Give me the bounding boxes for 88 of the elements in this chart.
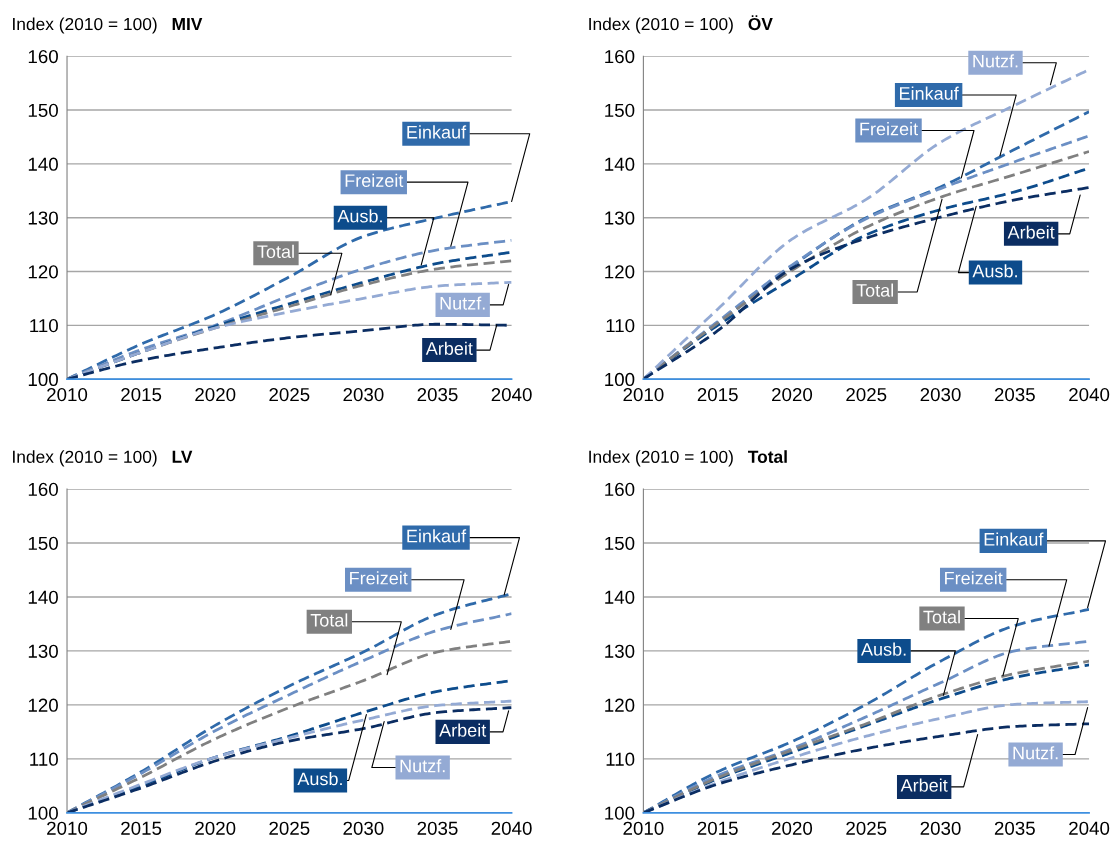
y-tick-label: 140	[28, 157, 58, 171]
y-tick-label: 120	[605, 698, 635, 712]
y-tick-label: 150	[28, 103, 58, 118]
annotation: Ausb.	[297, 772, 342, 786]
x-tick-label: 2040	[1069, 821, 1110, 835]
y-axis-title: Index (2010 = 100)	[589, 17, 733, 34]
x-tick-label: 2025	[269, 387, 310, 402]
y-tick-label: 150	[605, 536, 635, 550]
annotation: Nutzf.	[400, 759, 445, 773]
y-tick-label: 150	[605, 103, 635, 118]
chart-title: ÖV	[748, 15, 773, 31]
annotation: Nutzf.	[973, 54, 1018, 68]
x-tick-label: 2015	[697, 821, 738, 835]
x-tick-label: 2015	[697, 387, 738, 402]
x-tick-label: 2010	[47, 821, 88, 835]
y-tick-label: 160	[28, 482, 58, 497]
y-tick-label: 140	[28, 590, 58, 604]
chart-title: MIV	[172, 18, 203, 31]
x-tick-label: 2020	[195, 821, 236, 835]
y-tick-label: 150	[28, 536, 58, 550]
annotation: Freizeit	[350, 571, 408, 585]
y-tick-label: 100	[28, 806, 58, 820]
x-tick-label: 2020	[195, 387, 236, 402]
annotation: Freizeit	[345, 173, 404, 188]
y-tick-label: 100	[605, 806, 635, 820]
annotation: Nutzf.	[440, 296, 485, 310]
x-tick-label: 2010	[623, 821, 664, 835]
x-tick-label: 2030	[343, 821, 384, 835]
x-tick-label: 2020	[772, 387, 813, 402]
x-tick-label: 2010	[47, 387, 88, 402]
annotation: Ausb.	[972, 264, 1017, 278]
x-tick-label: 2030	[343, 387, 384, 402]
y-tick-label: 120	[28, 698, 58, 712]
chart-title: LV	[172, 450, 193, 463]
x-tick-label: 2035	[417, 821, 458, 835]
x-tick-label: 2015	[121, 387, 162, 402]
annotation: Einkauf	[984, 532, 1044, 546]
annotation: Arbeit	[900, 778, 948, 792]
y-tick-label: 160	[605, 482, 635, 497]
y-tick-label: 110	[606, 319, 635, 333]
y-tick-label: 100	[28, 372, 58, 387]
x-tick-label: 2025	[846, 821, 887, 835]
y-axis-title: Index (2010 = 100)	[13, 450, 157, 467]
y-axis-title: Index (2010 = 100)	[13, 17, 157, 34]
y-tick-label: 140	[605, 157, 635, 171]
annotation: Arbeit	[425, 341, 473, 355]
annotation: Arbeit	[1007, 225, 1055, 239]
x-tick-label: 2020	[772, 821, 813, 835]
y-tick-label: 160	[28, 49, 58, 64]
annotation: Arbeit	[439, 723, 487, 737]
annotation: Nutzf.	[1013, 746, 1058, 760]
annotation: Total	[923, 610, 960, 624]
x-tick-label: 2010	[623, 387, 664, 402]
y-tick-label: 160	[605, 49, 635, 64]
annotation: Total	[856, 283, 894, 297]
y-tick-label: 130	[605, 644, 635, 658]
y-tick-label: 110	[30, 319, 58, 333]
x-tick-label: 2030	[920, 387, 961, 402]
x-tick-label: 2035	[994, 387, 1035, 402]
x-tick-label: 2040	[491, 821, 532, 835]
y-tick-label: 120	[28, 265, 58, 279]
annotation: Ausb.	[861, 642, 906, 656]
y-tick-label: 130	[605, 211, 635, 225]
annotation: Einkauf	[407, 529, 467, 543]
x-tick-label: 2035	[417, 387, 458, 402]
x-tick-label: 2015	[121, 821, 162, 835]
y-tick-label: 110	[606, 752, 635, 766]
y-tick-label: 110	[30, 752, 58, 766]
x-tick-label: 2040	[1069, 387, 1110, 402]
y-tick-label: 100	[605, 372, 635, 387]
annotation: Total	[257, 244, 294, 259]
annotation: Ausb.	[337, 209, 382, 223]
x-tick-label: 2025	[269, 821, 310, 835]
chart-title: Total	[748, 450, 787, 463]
y-axis-title: Index (2010 = 100)	[589, 450, 733, 467]
y-tick-label: 130	[28, 644, 58, 658]
x-tick-label: 2040	[491, 387, 532, 402]
annotation: Freizeit	[945, 571, 1003, 585]
x-tick-label: 2035	[994, 821, 1035, 835]
y-tick-label: 120	[605, 265, 635, 279]
y-tick-label: 130	[28, 211, 58, 225]
annotation: Einkauf	[407, 125, 467, 139]
annotation: Einkauf	[900, 86, 959, 100]
x-tick-label: 2025	[846, 387, 887, 402]
x-tick-label: 2030	[920, 821, 961, 835]
annotation: Total	[310, 613, 348, 627]
y-tick-label: 140	[605, 590, 635, 604]
annotation: Freizeit	[860, 122, 918, 136]
